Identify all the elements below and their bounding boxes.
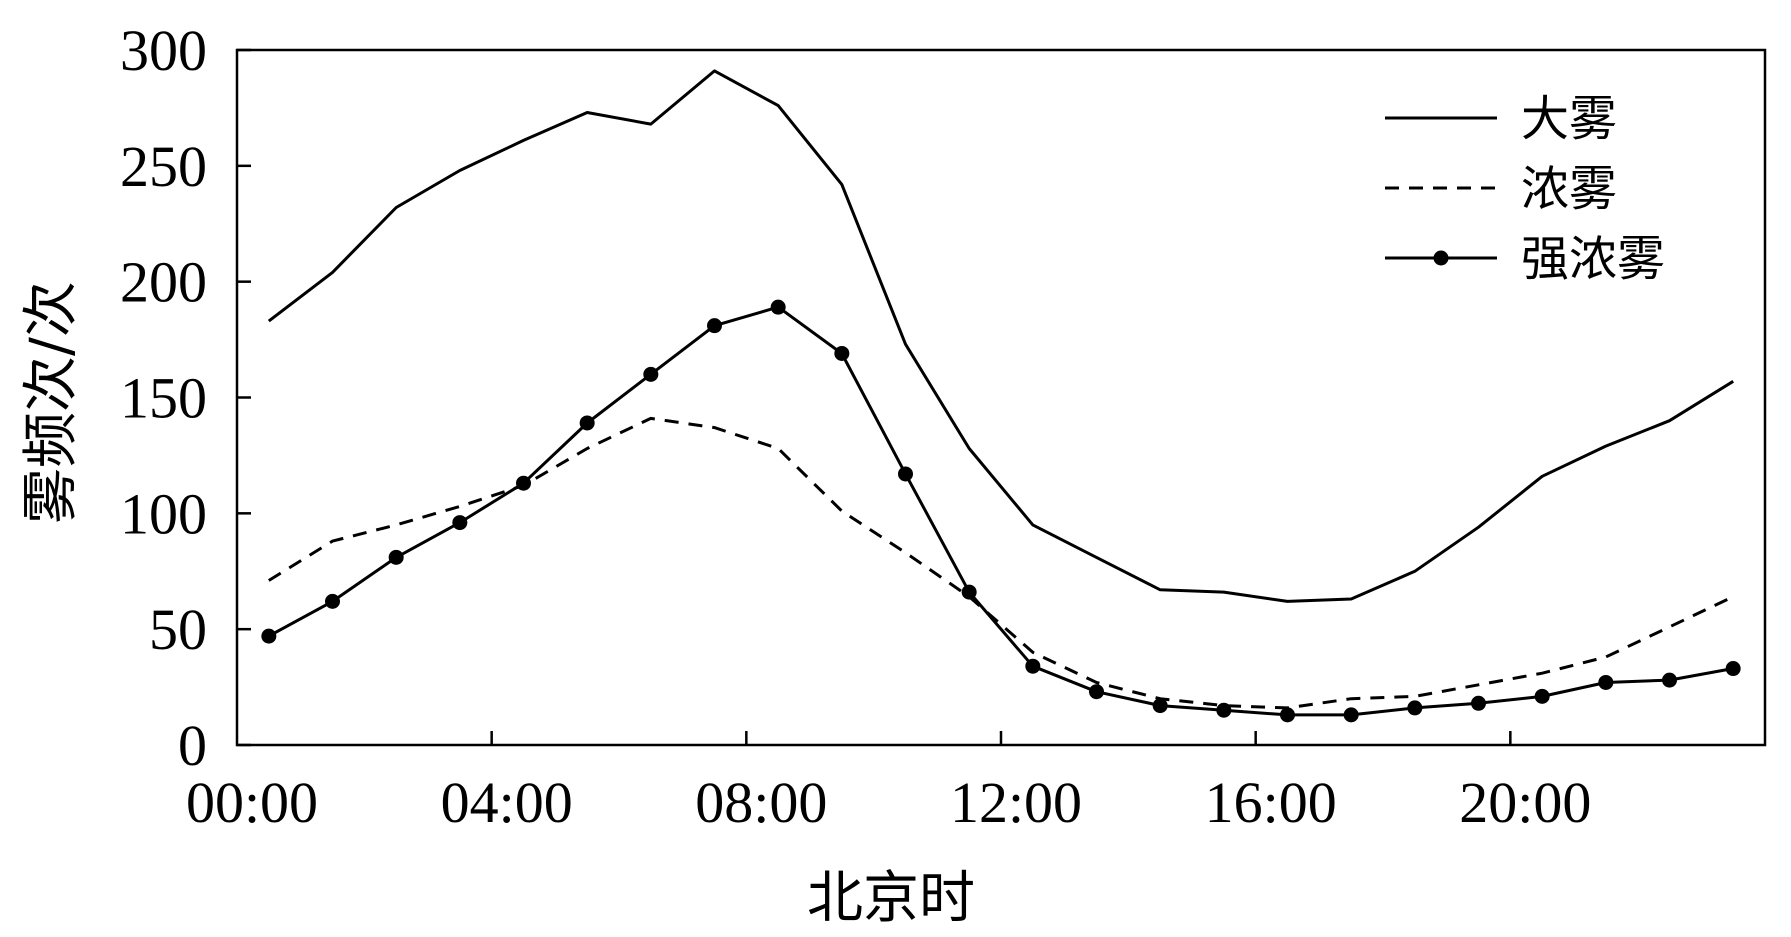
x-tick-label: 00:00: [186, 770, 318, 835]
plot-frame: [235, 48, 1767, 747]
series-3-point: [1598, 674, 1614, 690]
x-tick-label: 12:00: [950, 770, 1082, 835]
y-tick-label: 250: [120, 134, 207, 199]
series-3-point: [1534, 688, 1550, 704]
series-line-1: [267, 69, 1734, 603]
series-3-point: [770, 299, 786, 315]
series-3-point: [1216, 702, 1232, 718]
series-3-point: [579, 415, 595, 431]
series-3-point: [1662, 672, 1677, 688]
series-3-point: [452, 515, 468, 531]
legend-label-1: 大雾: [1521, 91, 1617, 147]
y-tick-label: 200: [120, 250, 207, 315]
legend-label-2: 浓雾: [1521, 161, 1617, 217]
x-tick-label: 16:00: [1205, 770, 1337, 835]
series-layer: [261, 69, 1741, 723]
y-tick-label: 300: [120, 18, 207, 83]
x-tick-label: 20:00: [1459, 770, 1591, 835]
series-3-point: [516, 475, 531, 491]
y-tick-label: 100: [120, 481, 207, 546]
y-axis-title: 雾频次/次: [19, 281, 84, 524]
series-3-point: [1343, 707, 1359, 723]
series-3-point: [643, 366, 659, 382]
series-3-point: [388, 549, 404, 565]
series-3-point: [1725, 661, 1741, 677]
series-3-point: [834, 345, 850, 361]
x-tick-label: 04:00: [441, 770, 573, 835]
y-tick-label: 50: [149, 597, 207, 662]
y-tick-label: 0: [178, 713, 207, 778]
legend-marker: [1433, 250, 1449, 266]
x-axis-title: 北京时: [807, 866, 975, 931]
series-line-2: [268, 416, 1734, 710]
series-3-point: [1280, 707, 1295, 723]
series-3-point: [1089, 684, 1104, 700]
axes: 0 50 100 150 200 250 300 00:00 04:00 08:00 12:00 16…: [120, 18, 1767, 835]
legend-label-3: 强浓雾: [1521, 231, 1665, 287]
series-3-point: [961, 584, 977, 600]
series-3-point: [1471, 695, 1486, 711]
series-line-3: [268, 305, 1734, 717]
series-3-point: [1152, 698, 1168, 714]
y-tick-label: 150: [120, 366, 207, 431]
series-3-point: [1407, 700, 1423, 716]
series-3-point: [1025, 658, 1041, 674]
series-3-point: [261, 628, 277, 644]
series-3-point: [325, 593, 340, 609]
x-tick-label: 08:00: [695, 770, 827, 835]
series-3-point: [707, 318, 722, 334]
series-3-point: [898, 466, 913, 482]
